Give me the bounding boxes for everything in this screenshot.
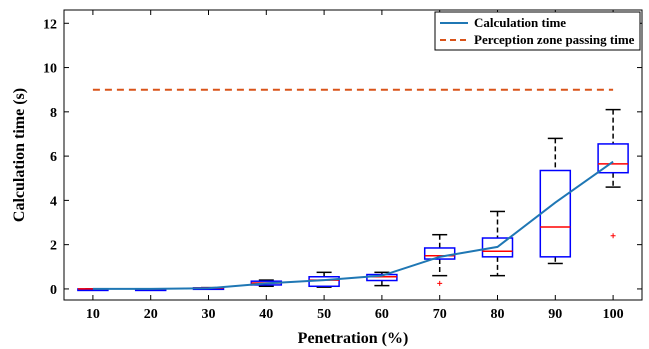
plot-frame [63,9,643,301]
box-iqr [539,169,572,258]
box-80 [481,210,514,277]
x-tick-label: 70 [433,307,447,322]
calculation-time-line [92,160,614,290]
x-tick-label: 20 [144,307,158,322]
x-tick-label: 30 [202,307,216,322]
box-iqr [481,237,514,258]
x-tick-label: 80 [491,307,505,322]
y-tick-label: 12 [43,17,57,32]
x-tick-label: 50 [317,307,331,322]
legend-perception-zone-label: Perception zone passing time [474,32,635,47]
x-tick-label: 60 [375,307,389,322]
outlier-marker [610,233,616,239]
y-tick-label: 2 [50,239,57,254]
box-100 [597,108,629,239]
y-tick-label: 10 [43,62,57,77]
y-tick-label: 0 [50,283,57,298]
y-tick-label: 8 [50,106,57,121]
y-axis-ticks: 0 2 4 6 8 10 12 [43,17,642,298]
x-tick-label: 10 [86,307,100,322]
x-axis-ticks: 10 20 30 40 50 60 70 80 90 100 [86,10,624,322]
y-tick-label: 6 [50,150,57,165]
x-tick-label: 40 [259,307,273,322]
y-axis-label: Calculation time (s) [11,88,28,222]
y-tick-label: 4 [50,194,57,209]
x-axis-label: Penetration (%) [298,330,409,347]
plot-content [77,88,629,292]
x-tick-label: 90 [548,307,562,322]
legend-box [434,11,641,51]
outlier-marker [437,280,443,286]
legend: Calculation time Perception zone passing… [434,11,641,51]
box-iqr [597,143,629,174]
box-90 [539,137,572,265]
box-60 [366,271,398,287]
legend-calculation-time-label: Calculation time [474,15,566,30]
x-tick-label: 100 [603,307,624,322]
